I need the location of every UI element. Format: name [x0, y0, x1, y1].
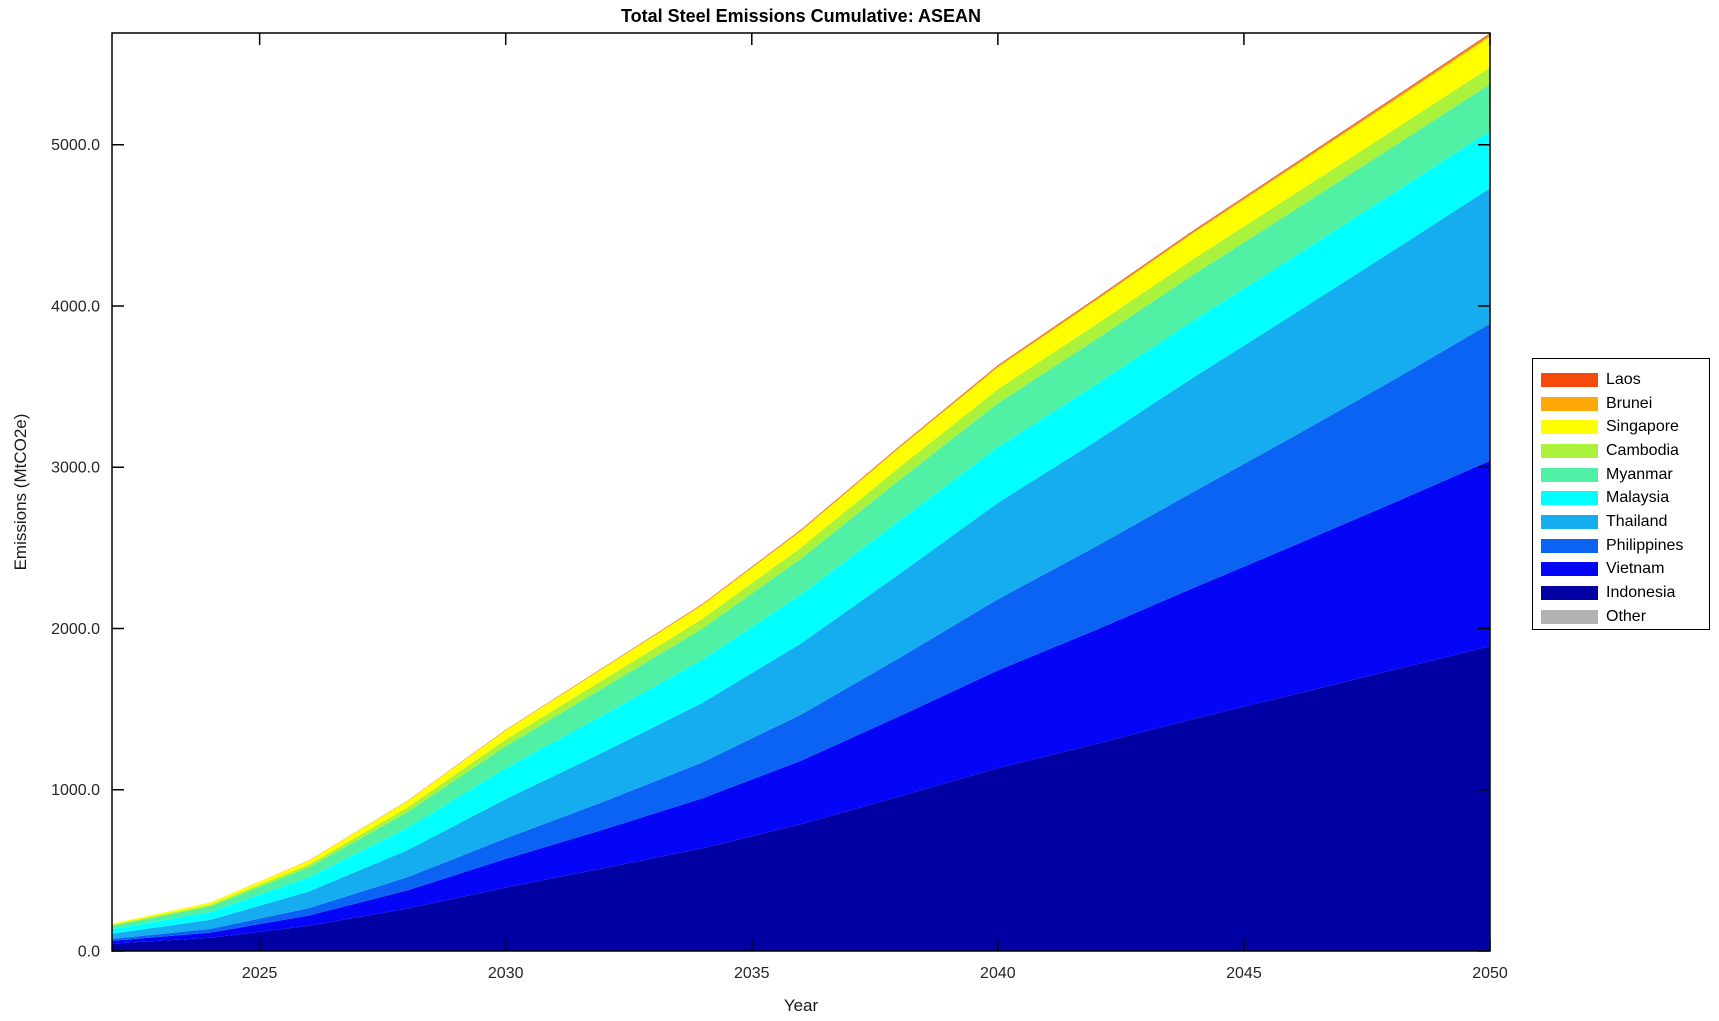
- legend-swatch-indonesia: [1541, 586, 1598, 601]
- legend-label: Myanmar: [1606, 465, 1673, 483]
- legend-swatch-philippines: [1541, 538, 1598, 553]
- legend-swatch-singapore: [1541, 420, 1598, 435]
- y-tick-label: 4000.0: [51, 298, 100, 315]
- legend-item-philippines: Philippines: [1541, 534, 1709, 558]
- legend-item-singapore: Singapore: [1541, 415, 1709, 439]
- y-tick-label: 5000.0: [51, 137, 100, 154]
- axes-box: [111, 32, 1491, 952]
- legend-item-other: Other: [1541, 605, 1709, 629]
- legend-label: Cambodia: [1606, 441, 1679, 459]
- area-vietnam: [112, 460, 1490, 944]
- legend-item-myanmar: Myanmar: [1541, 463, 1709, 487]
- legend-item-cambodia: Cambodia: [1541, 439, 1709, 463]
- legend-label: Singapore: [1606, 418, 1679, 436]
- legend-swatch-thailand: [1541, 514, 1598, 529]
- legend-label: Malaysia: [1606, 489, 1670, 507]
- y-tick-label: 1000.0: [51, 782, 100, 799]
- x-tick-label: 2025: [242, 965, 278, 982]
- legend-label: Thailand: [1606, 512, 1668, 530]
- y-tick-label: 3000.0: [51, 460, 100, 477]
- x-tick-label: 2050: [1472, 965, 1508, 982]
- legend-swatch-brunei: [1541, 396, 1598, 411]
- x-tick-label: 2040: [980, 965, 1016, 982]
- legend-swatch-laos: [1541, 372, 1598, 387]
- legend-swatch-vietnam: [1541, 562, 1598, 577]
- y-axis-label: Emissions (MtCO2e): [11, 413, 30, 571]
- legend-swatch-other: [1541, 609, 1598, 624]
- legend-item-brunei: Brunei: [1541, 392, 1709, 416]
- legend-swatch-myanmar: [1541, 467, 1598, 482]
- x-axis-label: Year: [783, 996, 819, 1015]
- y-tick-label: 2000.0: [51, 621, 100, 638]
- chart-title: Total Steel Emissions Cumulative: ASEAN: [620, 6, 982, 26]
- area-indonesia: [112, 646, 1490, 951]
- legend-label: Indonesia: [1606, 584, 1676, 602]
- legend-item-laos: Laos: [1541, 368, 1709, 392]
- x-tick-label: 2035: [734, 965, 770, 982]
- legend-item-malaysia: Malaysia: [1541, 486, 1709, 510]
- legend-box: Laos Brunei Singapore Cambodia Myanmar Malays…: [1532, 358, 1710, 630]
- legend-label: Brunei: [1606, 394, 1653, 412]
- x-tick-label: 2030: [488, 965, 524, 982]
- legend-swatch-malaysia: [1541, 491, 1598, 506]
- legend-item-vietnam: Vietnam: [1541, 558, 1709, 582]
- legend-label: Philippines: [1606, 536, 1684, 554]
- legend-label: Other: [1606, 607, 1647, 625]
- x-tick-label: 2045: [1226, 965, 1262, 982]
- y-tick-label: 0.0: [78, 944, 100, 961]
- legend-label: Laos: [1606, 370, 1641, 388]
- legend-label: Vietnam: [1606, 560, 1665, 578]
- legend-item-thailand: Thailand: [1541, 510, 1709, 534]
- legend-item-indonesia: Indonesia: [1541, 581, 1709, 605]
- legend-swatch-cambodia: [1541, 443, 1598, 458]
